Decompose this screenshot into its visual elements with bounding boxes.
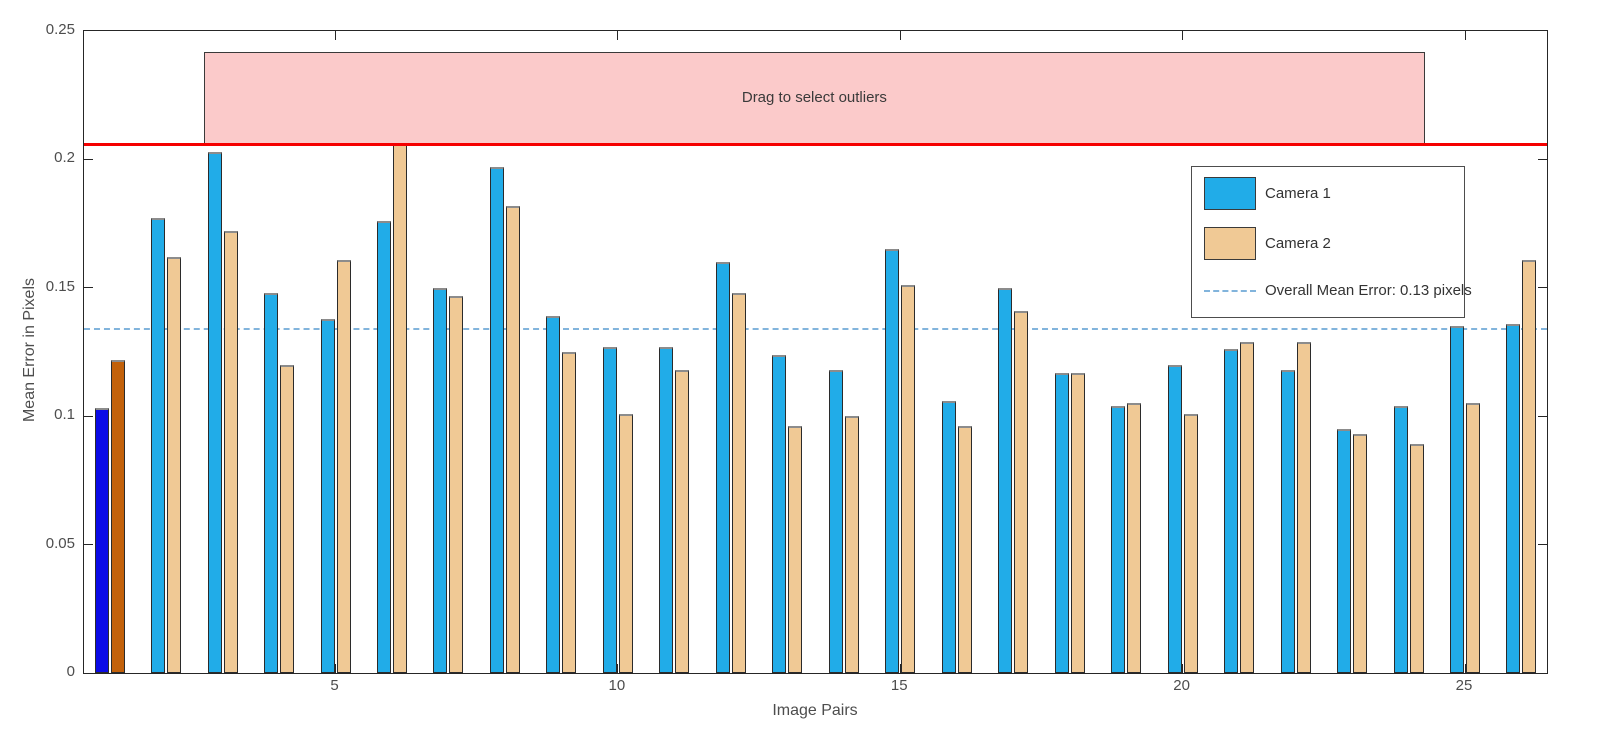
bar-camera1-pair-20[interactable] [1167, 364, 1182, 673]
y-tick-right [1538, 544, 1547, 546]
y-tick-label: 0.15 [45, 277, 75, 295]
y-tick-right [1538, 158, 1547, 160]
bar-camera1-pair-1[interactable] [94, 408, 109, 673]
bar-camera1-pair-25[interactable] [1450, 326, 1464, 673]
bar-camera2-pair-4[interactable] [280, 364, 295, 673]
bar-camera2-pair-11[interactable] [675, 369, 690, 673]
x-tick-label: 20 [1173, 677, 1190, 694]
x-tick-top [899, 31, 901, 40]
bar-camera2-pair-16[interactable] [957, 426, 972, 673]
camera1-swatch [1204, 177, 1256, 210]
bar-camera1-pair-18[interactable] [1054, 372, 1069, 673]
bar-camera1-pair-3[interactable] [207, 151, 222, 673]
x-tick-bottom [1464, 664, 1466, 673]
y-tick-left [84, 158, 93, 160]
legend-label-camera2: Camera 2 [1265, 235, 1331, 252]
legend-entry-camera2: Camera 2 [1204, 227, 1331, 260]
y-tick-label: 0.25 [45, 21, 75, 38]
bar-camera2-pair-7[interactable] [449, 295, 464, 673]
y-axis-label: Mean Error in Pixels [21, 277, 38, 423]
bar-camera2-pair-14[interactable] [844, 416, 859, 673]
bar-camera1-pair-17[interactable] [998, 287, 1013, 673]
bar-camera1-pair-10[interactable] [602, 346, 617, 673]
bar-camera1-pair-22[interactable] [1280, 369, 1295, 673]
bar-camera1-pair-14[interactable] [828, 369, 843, 673]
bar-camera2-pair-15[interactable] [901, 285, 916, 673]
bar-camera1-pair-21[interactable] [1224, 349, 1239, 673]
x-tick-label: 5 [330, 677, 339, 694]
y-tick-label: 0.1 [54, 406, 75, 424]
camera2-swatch [1204, 227, 1256, 260]
x-tick-top [1182, 31, 1184, 40]
bar-camera2-pair-12[interactable] [731, 292, 746, 673]
bar-camera1-pair-4[interactable] [264, 292, 279, 673]
bar-camera2-pair-24[interactable] [1409, 444, 1424, 673]
bar-camera1-pair-24[interactable] [1393, 405, 1408, 673]
outlier-selection-region[interactable]: Drag to select outliers [203, 51, 1425, 144]
x-tick-top [1464, 31, 1466, 40]
bar-camera2-pair-5[interactable] [336, 259, 351, 673]
x-tick-label: 10 [608, 677, 626, 694]
outlier-threshold-line[interactable] [84, 142, 1547, 146]
drag-to-select-outliers-text: Drag to select outliers [741, 89, 887, 107]
y-tick-label: 0 [66, 663, 75, 680]
x-tick-bottom [617, 664, 619, 673]
bar-camera1-pair-2[interactable] [151, 218, 166, 673]
bar-camera2-pair-22[interactable] [1296, 341, 1311, 673]
bar-camera2-pair-18[interactable] [1070, 372, 1085, 673]
bar-camera2-pair-20[interactable] [1183, 413, 1198, 673]
x-axis-label: Image Pairs [772, 702, 858, 719]
y-tick-label: 0.05 [45, 534, 75, 552]
y-tick-left [84, 544, 93, 546]
overall-mean-error-line [84, 327, 1547, 330]
bar-camera1-pair-19[interactable] [1111, 405, 1126, 673]
legend-label-camera1: Camera 1 [1265, 185, 1331, 202]
y-tick-left [84, 287, 93, 289]
y-tick-right [1538, 287, 1547, 289]
bar-camera1-pair-7[interactable] [433, 287, 448, 673]
bar-camera2-pair-9[interactable] [562, 352, 577, 673]
bar-camera1-pair-5[interactable] [320, 318, 335, 673]
bar-camera2-pair-23[interactable] [1353, 434, 1368, 673]
bar-camera1-pair-15[interactable] [885, 249, 900, 673]
bar-camera2-pair-8[interactable] [505, 205, 520, 673]
y-tick-label: 0.2 [54, 149, 75, 167]
bar-camera2-pair-17[interactable] [1014, 310, 1029, 673]
legend-entry-mean-line: Overall Mean Error: 0.13 pixels [1204, 274, 1472, 307]
mean-line-swatch [1204, 289, 1256, 292]
bar-camera1-pair-8[interactable] [489, 167, 504, 673]
bar-camera1-pair-12[interactable] [715, 262, 730, 673]
bar-camera1-pair-26[interactable] [1506, 323, 1521, 673]
bar-camera1-pair-16[interactable] [941, 400, 956, 673]
y-tick-left [84, 415, 93, 417]
y-tick-right [1538, 415, 1547, 417]
x-tick-top [617, 31, 619, 40]
x-tick-bottom [899, 664, 901, 673]
x-tick-bottom [1182, 664, 1184, 673]
legend-entry-camera1: Camera 1 [1204, 177, 1331, 210]
bar-camera2-pair-6[interactable] [392, 141, 407, 673]
bar-camera1-pair-23[interactable] [1337, 429, 1352, 673]
legend-label-mean-line: Overall Mean Error: 0.13 pixels [1265, 282, 1472, 299]
legend[interactable]: Camera 1 Camera 2 Overall Mean Error: 0.… [1191, 166, 1472, 318]
x-tick-top [335, 31, 336, 40]
bar-camera2-pair-3[interactable] [223, 231, 238, 673]
plot-area: Drag to select outliers Camera 1 Camera … [83, 30, 1548, 674]
x-tick-label: 15 [890, 677, 908, 694]
bar-camera2-pair-19[interactable] [1127, 403, 1142, 673]
bar-camera1-pair-11[interactable] [659, 346, 674, 673]
x-tick-label: 25 [1455, 677, 1473, 694]
x-tick-bottom [335, 664, 336, 673]
bar-camera2-pair-2[interactable] [167, 256, 182, 673]
bar-camera2-pair-25[interactable] [1466, 403, 1480, 673]
bar-camera1-pair-13[interactable] [772, 354, 787, 673]
bar-camera2-pair-10[interactable] [618, 413, 633, 673]
bar-camera2-pair-21[interactable] [1240, 341, 1255, 673]
bar-camera1-pair-6[interactable] [376, 221, 391, 673]
bar-camera2-pair-1[interactable] [110, 359, 125, 673]
bar-camera2-pair-13[interactable] [788, 426, 803, 673]
bar-camera1-pair-9[interactable] [546, 316, 561, 673]
bar-camera2-pair-26[interactable] [1522, 259, 1537, 673]
